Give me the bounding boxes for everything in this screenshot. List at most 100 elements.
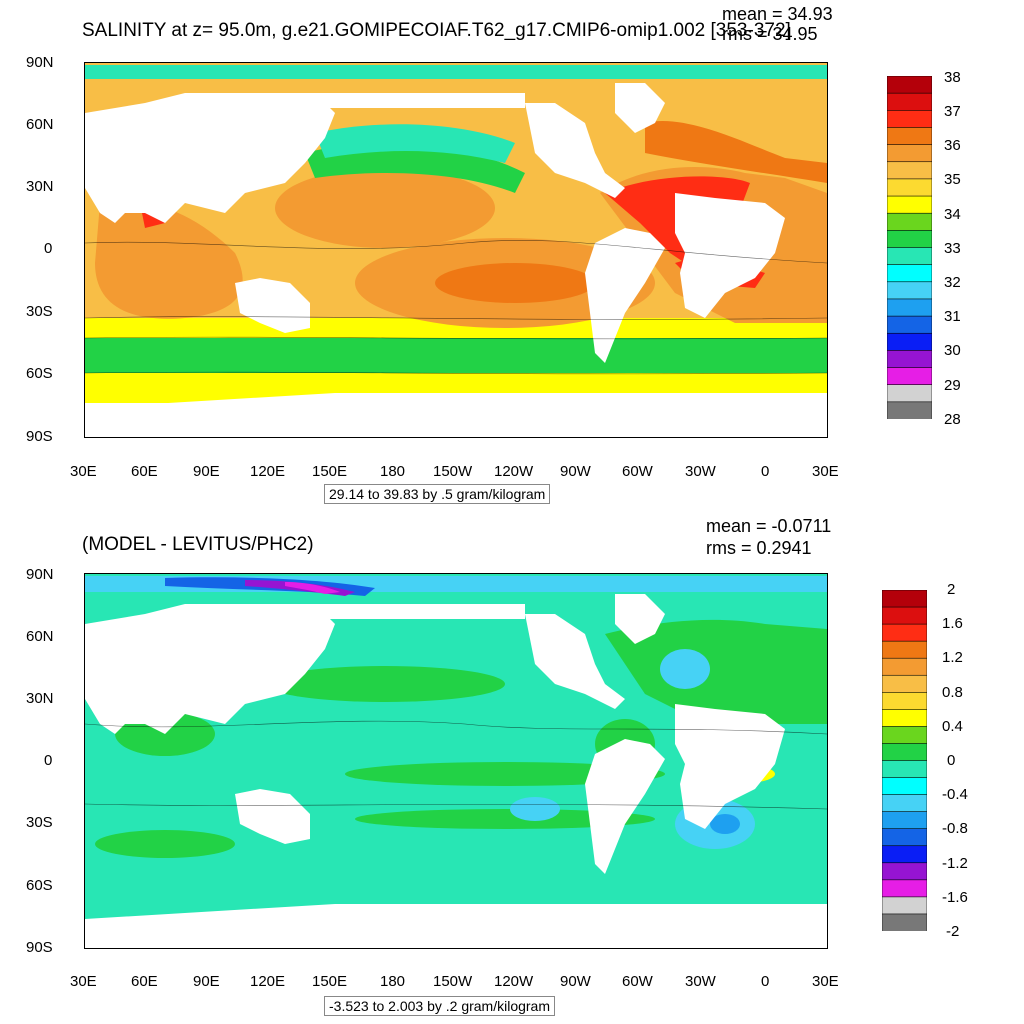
colorbar-swatch xyxy=(882,896,927,915)
lat-label: 90S xyxy=(26,428,53,445)
colorbar-label: 37 xyxy=(944,103,961,120)
colorbar-label: 30 xyxy=(944,342,961,359)
lon-label: 0 xyxy=(761,973,770,990)
colorbar-swatch xyxy=(882,845,927,864)
colorbar-label: 29 xyxy=(944,377,961,394)
colorbar-swatch xyxy=(882,913,927,931)
lon-label: 90W xyxy=(560,463,591,480)
lat-label: 60N xyxy=(26,116,54,133)
panel1-map xyxy=(84,62,828,438)
colorbar-swatch xyxy=(882,794,927,813)
panel2-difference-field xyxy=(85,574,827,948)
lon-label: 150E xyxy=(312,973,348,990)
colorbar-swatch xyxy=(887,127,932,146)
colorbar-swatch xyxy=(882,777,927,796)
panel2-colorbar-swatches xyxy=(882,590,927,931)
colorbar-swatch xyxy=(882,760,927,779)
panel1-rms: rms = 34.95 xyxy=(722,24,818,44)
colorbar-swatch xyxy=(882,623,927,642)
colorbar-swatch xyxy=(887,195,932,215)
colorbar-swatch xyxy=(887,230,932,249)
colorbar-swatch xyxy=(887,76,932,94)
colorbar-swatch xyxy=(882,606,927,625)
colorbar-swatch xyxy=(887,384,932,403)
lon-label: 30W xyxy=(685,463,716,480)
colorbar-label: 2 xyxy=(947,581,956,598)
panel2-mean: mean = -0.0711 xyxy=(706,516,832,536)
colorbar-label: -1.6 xyxy=(942,889,968,906)
colorbar-swatch xyxy=(887,401,932,419)
lat-label: 60S xyxy=(26,365,53,382)
colorbar-label: 34 xyxy=(944,206,961,223)
colorbar-swatch xyxy=(887,178,932,197)
colorbar-label: 0.8 xyxy=(942,684,963,701)
panel1-range-box: 29.14 to 39.83 by .5 gram/kilogram xyxy=(324,484,551,504)
lon-label: 60W xyxy=(622,463,653,480)
lat-label: 30S xyxy=(26,814,53,831)
lon-label: 30E xyxy=(70,973,97,990)
lon-label: 180 xyxy=(380,973,406,990)
colorbar-label: 38 xyxy=(944,69,961,86)
colorbar-swatch xyxy=(882,811,927,830)
lon-label: 90W xyxy=(560,973,591,990)
lon-label: 180 xyxy=(380,463,406,480)
colorbar-swatch xyxy=(882,743,927,762)
panel1-salinity-field xyxy=(85,63,827,437)
colorbar-label: -0.8 xyxy=(942,820,968,837)
lon-label: 60W xyxy=(622,973,653,990)
lat-label: 30S xyxy=(26,303,53,320)
colorbar-swatch xyxy=(882,640,927,660)
lon-label: 150W xyxy=(433,973,473,990)
lon-label: 120W xyxy=(494,973,534,990)
colorbar-label: 35 xyxy=(944,171,961,188)
lat-label: 90S xyxy=(26,939,53,956)
panel2-range-box: -3.523 to 2.003 by .2 gram/kilogram xyxy=(324,996,556,1016)
lat-label: 60S xyxy=(26,877,53,894)
colorbar-label: 32 xyxy=(944,274,961,291)
lon-label: 120W xyxy=(494,463,534,480)
colorbar-swatch xyxy=(882,709,927,728)
lat-label: 90N xyxy=(26,54,54,71)
lon-label: 30E xyxy=(70,463,97,480)
lon-label: 60E xyxy=(131,973,158,990)
lon-label: 120E xyxy=(250,973,286,990)
lat-label: 30N xyxy=(26,690,54,707)
lon-label: 60E xyxy=(131,463,158,480)
colorbar-label: -0.4 xyxy=(942,786,968,803)
colorbar-swatch xyxy=(887,247,932,266)
panel1-title: SALINITY at z= 95.0m, g.e21.GOMIPECOIAF.… xyxy=(82,20,791,41)
panel2-title: (MODEL - LEVITUS/PHC2) xyxy=(82,534,314,555)
lon-label: 150E xyxy=(312,463,348,480)
colorbar-swatch xyxy=(882,828,927,847)
lat-label: 30N xyxy=(26,178,54,195)
colorbar-swatch xyxy=(882,590,927,608)
lon-label: 120E xyxy=(250,463,286,480)
colorbar-swatch xyxy=(882,879,927,898)
colorbar-swatch xyxy=(887,212,932,232)
colorbar-swatch xyxy=(887,161,932,180)
colorbar-swatch xyxy=(887,264,932,283)
colorbar-swatch xyxy=(882,726,927,745)
colorbar-swatch xyxy=(882,674,927,694)
colorbar-swatch xyxy=(887,109,932,129)
lon-label: 90E xyxy=(193,973,220,990)
colorbar-label: 33 xyxy=(944,240,961,257)
colorbar-label: 1.2 xyxy=(942,649,963,666)
panel1-colorbar xyxy=(887,76,932,419)
colorbar-swatch xyxy=(887,367,932,386)
lon-label: 150W xyxy=(433,463,473,480)
colorbar-label: 0 xyxy=(947,752,956,769)
lon-label: 30W xyxy=(685,973,716,990)
colorbar-label: 1.6 xyxy=(942,615,963,632)
colorbar-label: -2 xyxy=(946,923,960,940)
colorbar-swatch xyxy=(887,92,932,112)
colorbar-swatch xyxy=(887,332,932,352)
panel1-colorbar-swatches xyxy=(887,76,932,419)
panel2-rms: rms = 0.2941 xyxy=(706,538,812,558)
colorbar-label: -1.2 xyxy=(942,855,968,872)
panel1-mean: mean = 34.93 xyxy=(722,4,833,24)
colorbar-swatch xyxy=(887,281,932,300)
panel2-colorbar xyxy=(882,590,927,931)
colorbar-label: 28 xyxy=(944,411,961,428)
colorbar-swatch xyxy=(882,692,927,711)
